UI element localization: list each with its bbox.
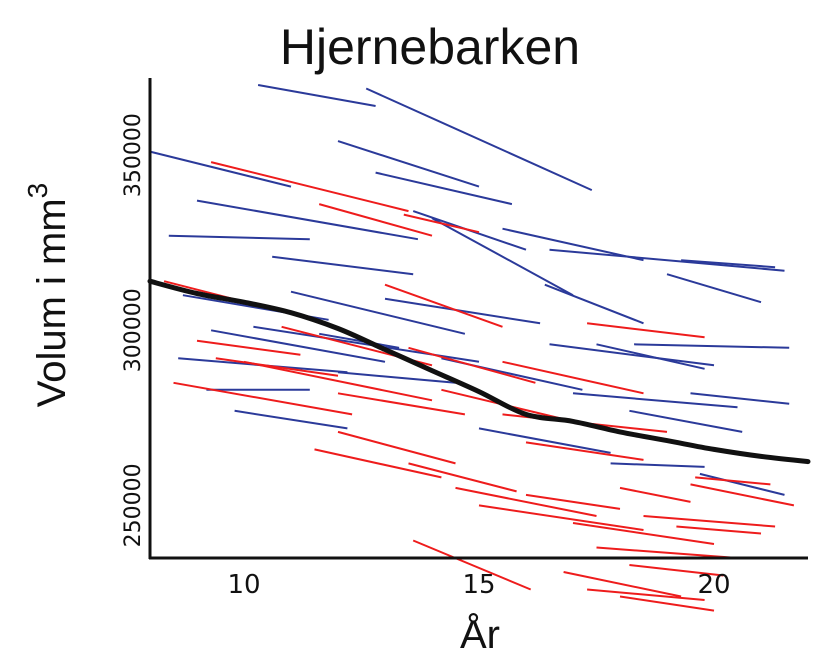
subject-line-blue-2 — [149, 150, 292, 188]
subject-line-blue-10 — [502, 227, 644, 262]
y-tick-label-2: 350000 — [121, 113, 146, 197]
series-red — [163, 161, 795, 612]
y-axis-label-main: Volum i mm — [30, 198, 74, 407]
subject-line-blue-6 — [168, 234, 310, 241]
subject-line-blue-18 — [210, 329, 386, 363]
subject-line-red-22 — [525, 493, 621, 510]
x-axis-label: År — [460, 612, 500, 656]
subject-line-red-29 — [563, 571, 682, 598]
subject-line-red-27 — [596, 546, 738, 559]
subject-line-red-31 — [619, 595, 715, 612]
x-tick-label-2: 20 — [697, 570, 730, 600]
subject-line-red-14 — [586, 322, 705, 339]
subject-line-blue-16 — [290, 290, 466, 335]
subject-line-red-9 — [243, 360, 433, 402]
subject-line-blue-14 — [666, 273, 762, 304]
subject-line-blue-23 — [549, 343, 715, 367]
y-tick-label-1: 300000 — [121, 288, 146, 372]
subject-line-red-25 — [690, 483, 795, 507]
subject-line-red-32 — [412, 539, 532, 591]
subject-line-red-13 — [502, 360, 644, 395]
y-axis-label: Volum i mm3 — [22, 183, 74, 408]
subject-line-blue-3 — [337, 140, 480, 188]
subject-line-red-20 — [455, 486, 597, 517]
subject-line-blue-26 — [572, 392, 738, 409]
subject-line-blue-21 — [319, 332, 400, 349]
subject-line-blue-11 — [549, 248, 785, 272]
subject-line-red-18 — [314, 448, 442, 479]
subject-line-blue-28 — [690, 392, 790, 405]
subject-line-blue-25 — [634, 343, 790, 349]
subject-line-red-8 — [173, 381, 353, 416]
subject-line-red-11 — [408, 346, 536, 384]
axes: 10 15 20 250000 300000 350000 — [121, 78, 808, 600]
y-tick-label-0: 250000 — [121, 463, 146, 547]
subject-line-red-26 — [643, 515, 776, 528]
subject-line-red-34 — [695, 476, 771, 486]
subject-line-red-4 — [384, 283, 503, 328]
chart-title: Hjernebarken — [280, 19, 580, 75]
plot-area — [147, 84, 811, 612]
y-axis-label-superscript: 3 — [22, 183, 53, 199]
subject-line-blue-30 — [234, 409, 348, 430]
subject-line-red-0 — [210, 161, 409, 213]
subject-line-red-10 — [337, 392, 466, 416]
subject-line-blue-12 — [544, 283, 644, 325]
subject-line-blue-24 — [596, 343, 705, 370]
x-tick-label-0: 10 — [227, 570, 260, 600]
subject-line-blue-7 — [272, 255, 414, 276]
subject-line-red-1 — [318, 203, 433, 237]
subject-line-red-23 — [572, 522, 715, 545]
subject-line-blue-0 — [257, 84, 376, 107]
subject-line-blue-4 — [196, 199, 419, 241]
subject-line-blue-32 — [478, 427, 611, 454]
subject-line-blue-5 — [375, 171, 513, 206]
subject-line-red-33 — [676, 525, 762, 535]
subject-line-blue-9 — [431, 217, 574, 297]
subject-line-red-2 — [403, 213, 480, 234]
subject-line-red-24 — [619, 486, 691, 503]
subject-line-blue-13 — [681, 259, 776, 269]
subject-line-red-19 — [408, 462, 517, 493]
subject-line-red-16 — [525, 441, 644, 461]
mean-curve — [147, 278, 811, 465]
subject-line-blue-17 — [384, 297, 541, 325]
x-tick-label-1: 15 — [462, 570, 495, 600]
subject-line-blue-34 — [610, 462, 705, 468]
subject-line-red-17 — [337, 430, 456, 465]
subject-line-red-6 — [196, 339, 301, 356]
subject-line-red-7 — [215, 357, 339, 377]
subject-line-red-28 — [629, 564, 724, 577]
subject-line-blue-33 — [699, 472, 785, 496]
series-blue — [149, 84, 790, 496]
subject-line-red-21 — [478, 504, 644, 531]
subject-line-blue-27 — [629, 409, 743, 433]
svg-text:Volum i mm3: Volum i mm3 — [22, 183, 74, 408]
subject-line-blue-1 — [365, 87, 593, 192]
subject-line-red-30 — [587, 588, 705, 601]
subject-line-blue-31 — [337, 371, 456, 384]
